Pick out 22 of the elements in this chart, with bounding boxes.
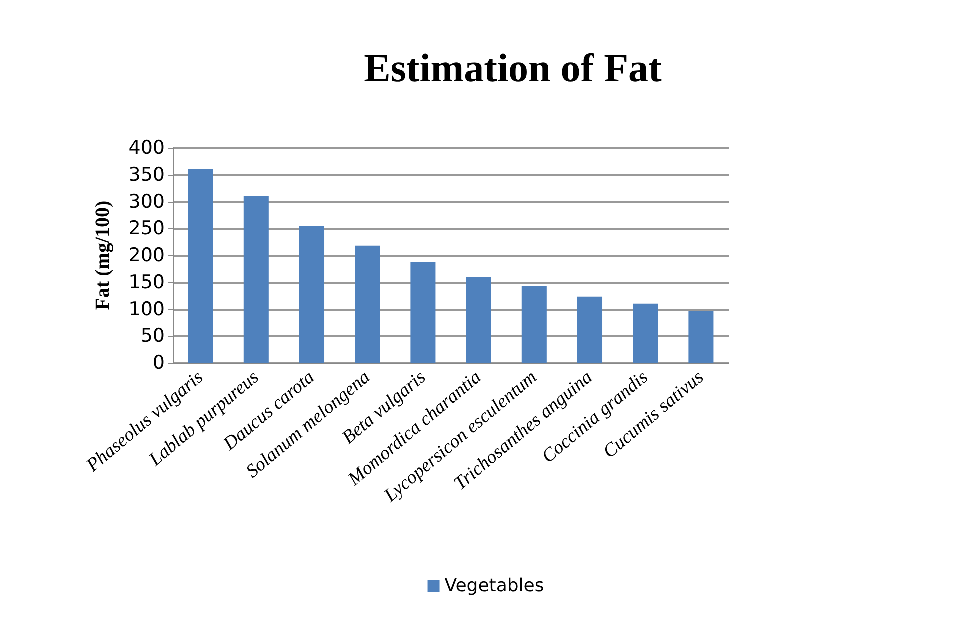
y-tick-label: 50 xyxy=(140,325,165,348)
y-tick-label: 300 xyxy=(128,190,165,213)
legend-label: Vegetables xyxy=(444,576,544,596)
bar xyxy=(410,262,436,363)
bar xyxy=(688,311,714,363)
bar xyxy=(188,170,214,363)
y-tick-label: 250 xyxy=(128,218,165,240)
chart-title: Estimation of Fat xyxy=(364,46,663,90)
bar xyxy=(244,196,269,363)
bar xyxy=(633,304,658,363)
y-tick-label: 400 xyxy=(128,137,165,159)
y-tick-label: 150 xyxy=(128,271,165,294)
bar xyxy=(355,246,380,363)
y-axis-title: Fat (mg/100) xyxy=(92,200,114,310)
bar xyxy=(522,286,547,363)
y-tick-label: 350 xyxy=(128,164,165,186)
bar xyxy=(299,226,325,363)
y-tick-label: 100 xyxy=(128,298,165,320)
bar xyxy=(466,277,492,363)
bar xyxy=(577,296,603,363)
y-tick-label: 0 xyxy=(152,352,165,374)
y-tick-label: 200 xyxy=(128,244,165,266)
